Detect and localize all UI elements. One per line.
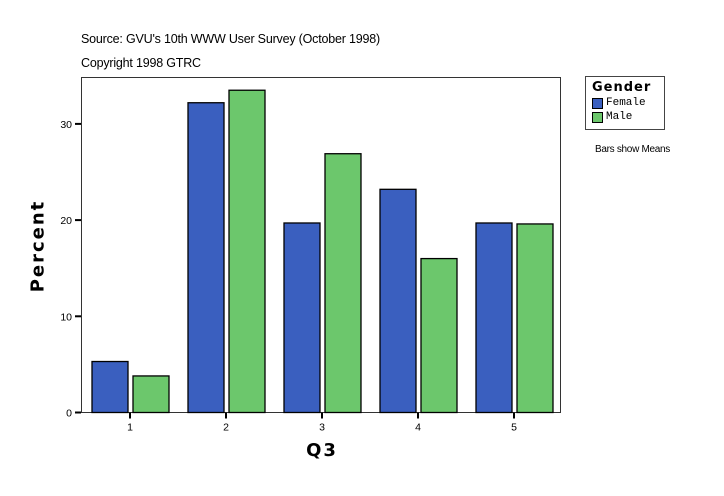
x-tick-label: 5	[511, 422, 517, 434]
bar-female-3	[283, 222, 321, 414]
bar-male-5	[516, 223, 554, 414]
y-axis-label: Percent	[27, 199, 49, 293]
legend-label-female: Female	[606, 97, 646, 109]
chart-copyright-text: Copyright 1998 GTRC	[81, 56, 201, 70]
x-axis: 1 2 3 4 5	[127, 412, 517, 434]
chart-source-text: Source: GVU's 10th WWW User Survey (Octo…	[81, 32, 380, 46]
bar-female-4	[379, 188, 417, 414]
legend: Gender Female Male	[585, 76, 665, 130]
y-tick-label: 0	[66, 408, 72, 420]
legend-title: Gender	[592, 80, 652, 95]
y-tick-label: 20	[60, 215, 72, 227]
bar-male-1	[132, 375, 170, 414]
bar-male-3	[324, 153, 362, 414]
y-tick-label: 30	[60, 119, 72, 131]
legend-label-male: Male	[606, 111, 633, 123]
bar-female-1	[91, 360, 129, 414]
bar-male-2	[228, 89, 266, 414]
legend-swatch-female	[592, 97, 603, 109]
legend-item-male: Male	[592, 110, 658, 124]
x-tick-label: 3	[319, 422, 325, 434]
bars-group	[91, 89, 554, 414]
bar-male-4	[420, 257, 458, 414]
legend-item-female: Female	[592, 96, 658, 110]
x-tick-label: 1	[127, 422, 133, 434]
x-tick-label: 2	[223, 422, 229, 434]
y-axis: 0 10 20 30	[60, 119, 81, 420]
bar-female-5	[475, 222, 513, 414]
y-tick-label: 10	[60, 311, 72, 323]
x-tick-label: 4	[415, 422, 421, 434]
x-axis-label: Q3	[306, 440, 338, 461]
legend-swatch-male	[592, 111, 603, 123]
bar-female-2	[187, 102, 225, 414]
bars-show-means-note: Bars show Means	[595, 144, 670, 155]
